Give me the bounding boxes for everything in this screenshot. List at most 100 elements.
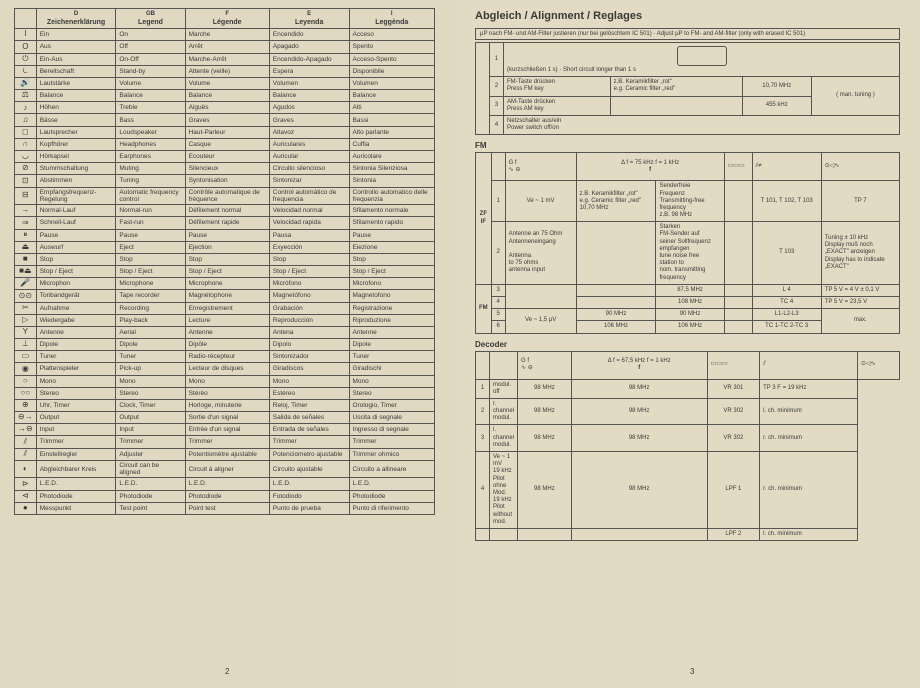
- gen-icon: G f∿ ⊖: [505, 153, 576, 181]
- page-right: Abgleich / Alignment / Reglages μP nach …: [455, 0, 920, 688]
- legend-icon: ⏏: [15, 241, 37, 253]
- scope-icon: ⊙◁∿: [821, 153, 899, 181]
- adjust-icon-2: ⫽: [760, 351, 858, 379]
- decoder-row: 1 modul. off 98 MHz 98 MHz VR 301 TP 3 F…: [476, 379, 900, 398]
- legend-icon: ⏻: [15, 53, 37, 65]
- decoder-row: 2 r. channel modul. 98 MHz 98 MHz VR 302…: [476, 398, 900, 425]
- legend-icon: ⏸: [15, 229, 37, 241]
- legend-icon: ⏾: [15, 65, 37, 77]
- legend-icon: I: [15, 29, 37, 41]
- legend-row: ⊙⊙ Tonbandgerät Tape recorder Magnétopho…: [15, 290, 435, 302]
- legend-icon: ◉: [15, 363, 37, 375]
- legend-icon: ⊘: [15, 163, 37, 175]
- legend-row: ⊟ Empfangsfrequenz-Regelung Automatic fr…: [15, 187, 435, 205]
- legend-row: ⇒ Schnell-Lauf Fast-run Défilement rapid…: [15, 217, 435, 229]
- legend-row: ⫽ Trimmer Trimmer Trimmer Trimmer Trimme…: [15, 436, 435, 448]
- legend-icon: ▭: [15, 351, 37, 363]
- legend-icon: ✂: [15, 302, 37, 314]
- legend-table: DZeichenerklärungGBLegendFLégendeELeyend…: [14, 8, 435, 515]
- legend-row: ■⏏ Stop / Eject Stop / Eject Stop / Ejec…: [15, 266, 435, 278]
- fm-table: ZF IF G f∿ ⊖ Δ f = 75 kHz f = 1 kHzf ▭▭▭…: [475, 152, 900, 333]
- legend-icon: ⊟: [15, 187, 37, 205]
- legend-icon: ♫: [15, 114, 37, 126]
- legend-icon: ⊖→: [15, 412, 37, 424]
- legend-header: ILeggènda: [349, 9, 434, 29]
- legend-row: Y Antenne Aerial Antenne Antena Antenne: [15, 326, 435, 338]
- legend-icon: ⊳: [15, 478, 37, 490]
- decoder-row: 4 Ve ~ 1 mV 19 kHz Pilot ohne Mod. 19 kH…: [476, 452, 900, 529]
- legend-icon: 🎤: [15, 278, 37, 290]
- page-num-right: 3: [690, 667, 694, 676]
- legend-icon: ⊲: [15, 490, 37, 502]
- legend-header: FLégende: [185, 9, 269, 29]
- legend-icon: ■: [15, 253, 37, 265]
- legend-row: ⊳ L.E.D. L.E.D. L.E.D. L.E.D. L.E.D.: [15, 478, 435, 490]
- legend-row: ⏾ Bereitschaft Stand-by Attente (veille)…: [15, 65, 435, 77]
- legend-row: ◐ Abgleichbarer Kreis Circuit can be ali…: [15, 460, 435, 478]
- legend-icon: ⚖: [15, 90, 37, 102]
- right-title: Abgleich / Alignment / Reglages: [475, 10, 900, 22]
- legend-row: ■ Stop Stop Stop Stop Stop: [15, 253, 435, 265]
- filter-icon-2: ▭▭▭: [707, 351, 759, 379]
- ic-diagram: [677, 46, 727, 66]
- legend-icon: →: [15, 205, 37, 217]
- legend-row: ⊘ Stummschaltung Muting Silencieux Circu…: [15, 163, 435, 175]
- legend-icon: ⫽: [15, 448, 37, 460]
- legend-row: ⊕ Uhr, Timer Clock, Timer Horloge, minut…: [15, 399, 435, 411]
- legend-header: DZeichenerklärung: [36, 9, 116, 29]
- legend-row: ○ Mono Mono Mono Mono Mono: [15, 375, 435, 387]
- legend-icon: →⊖: [15, 424, 37, 436]
- legend-row: O Aus Off Arrêt Apagado Spento: [15, 41, 435, 53]
- legend-icon: ■⏏: [15, 266, 37, 278]
- top-note: μP nach FM- und AM-Filter justieren (nur…: [475, 28, 900, 40]
- legend-icon: O: [15, 41, 37, 53]
- legend-row: ⊡ Abstimmen Tuning Syntonisation Sintoni…: [15, 175, 435, 187]
- legend-row: →⊖ Input Input Entrée d'un signal Entrad…: [15, 424, 435, 436]
- page-num-left: 2: [225, 667, 229, 676]
- legend-header: ELeyenda: [269, 9, 349, 29]
- legend-row: I Ein On Marche Encendido Acceso: [15, 29, 435, 41]
- legend-icon: ♪: [15, 102, 37, 114]
- legend-row: ◡ Hörkapsel Earphones Ecouteur Auricular…: [15, 151, 435, 163]
- legend-row: 🎤 Microphon Microphone Microphone Micróf…: [15, 278, 435, 290]
- legend-header: GBLegend: [116, 9, 185, 29]
- legend-row: ⫽ Einstellregler Adjuster Potentiomètre …: [15, 448, 435, 460]
- legend-row: ✂ Aufnahme Recording Enregistrement Grab…: [15, 302, 435, 314]
- legend-icon: Y: [15, 326, 37, 338]
- legend-row: ⏸ Pause Pause Pause Pausa Pause: [15, 229, 435, 241]
- decoder-label: Decoder: [475, 340, 900, 349]
- scope-icon-2: ⊙◁∿: [857, 351, 899, 379]
- legend-icon: ⊡: [15, 175, 37, 187]
- legend-row: ▭ Tuner Tuner Radio-récepteur Sintonizad…: [15, 351, 435, 363]
- fm-side-label: FM: [476, 284, 492, 333]
- legend-row: ⊲ Photodiode Photodiode Photodiode Fotod…: [15, 490, 435, 502]
- legend-icon: ∩: [15, 138, 37, 150]
- legend-row: ⏏ Auswurf Eject Ejection Exyección Eiezi…: [15, 241, 435, 253]
- decoder-row: 3 l. channel modul. 98 MHz 98 MHz VR 302…: [476, 425, 900, 452]
- legend-icon: ●: [15, 502, 37, 514]
- decoder-row: LPF 2 l. ch. minimum: [476, 528, 900, 540]
- legend-row: ⊖→ Output Output Sortie d'un signal Sali…: [15, 412, 435, 424]
- legend-icon: ○○: [15, 387, 37, 399]
- legend-row: ◉ Plattenspieler Pick-up Lecteur de disq…: [15, 363, 435, 375]
- legend-icon: ▷: [15, 314, 37, 326]
- legend-icon: ◐: [15, 460, 37, 478]
- legend-row: ♫ Bässe Bass Graves Graves Bassi: [15, 114, 435, 126]
- page-left: DZeichenerklärungGBLegendFLégendeELeyend…: [0, 0, 455, 688]
- legend-row: ∩ Kopfhörer Headphones Casque Auriculare…: [15, 138, 435, 150]
- legend-icon: 🔊: [15, 77, 37, 89]
- legend-icon: ⊥: [15, 339, 37, 351]
- legend-row: ⏻ Ein-Aus On-Off Marche-Arrêt Encendido-…: [15, 53, 435, 65]
- legend-row: ● Messpunkt Test point Point test Punto …: [15, 502, 435, 514]
- legend-row: ◻ Lautsprecher Loudspeaker Haut-Parleur …: [15, 126, 435, 138]
- legend-icon: ◻: [15, 126, 37, 138]
- legend-row: → Normal-Lauf Normal-run Défilement norm…: [15, 205, 435, 217]
- legend-icon: ◡: [15, 151, 37, 163]
- legend-row: ▷ Wiedergabe Play-back Lecture Reproducc…: [15, 314, 435, 326]
- legend-icon: ⫽: [15, 436, 37, 448]
- legend-icon: ⊙⊙: [15, 290, 37, 302]
- legend-icon: ⊕: [15, 399, 37, 411]
- legend-row: ♪ Höhen Treble Aiguës Agudos Alti: [15, 102, 435, 114]
- legend-row: ⚖ Balance Balance Balance Balance Balanc…: [15, 90, 435, 102]
- fm-label: FM: [475, 141, 900, 150]
